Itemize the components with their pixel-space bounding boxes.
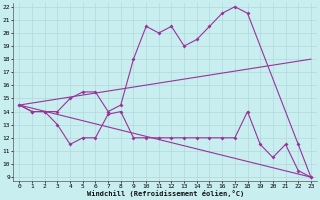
X-axis label: Windchill (Refroidissement éolien,°C): Windchill (Refroidissement éolien,°C) (86, 190, 244, 197)
